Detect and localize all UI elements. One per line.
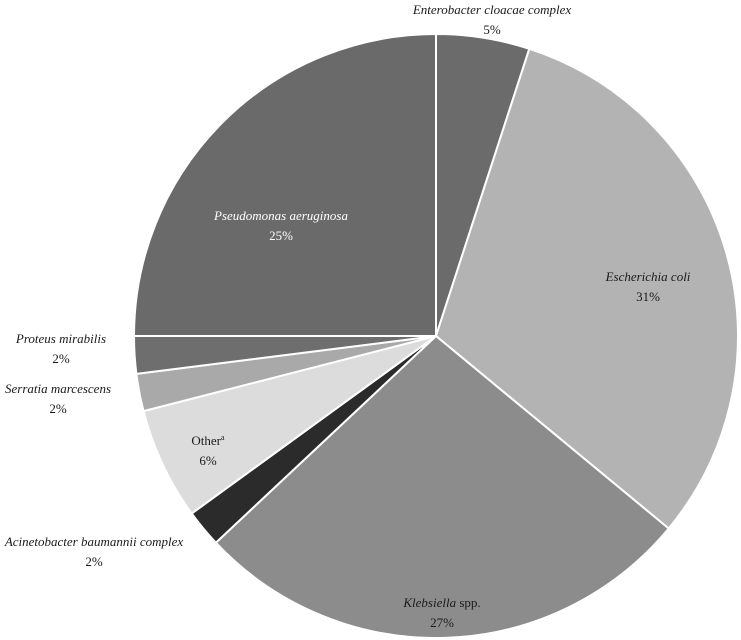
slice-name-label: Proteus mirabilis xyxy=(15,331,106,346)
slice-name-label: Acinetobacter baumannii complex xyxy=(4,534,184,549)
slice-percent-label: 31% xyxy=(636,289,660,304)
slice-name-italic: Enterobacter cloacae complex xyxy=(412,2,572,17)
slice-percent-label: 2% xyxy=(85,554,103,569)
slice-percent-label: 25% xyxy=(269,228,293,243)
pie-slice-escherichia-coli xyxy=(434,47,739,530)
slice-name-label: Pseudomonas aeruginosa xyxy=(213,208,348,223)
slice-name-label: Klebsiella spp. xyxy=(402,595,480,610)
slice-name-superscript: a xyxy=(221,433,225,442)
slice-name-label: Enterobacter cloacae complex xyxy=(412,2,572,17)
slice-percent-label: 5% xyxy=(483,22,501,37)
slice-percent-label: 6% xyxy=(199,453,217,468)
slice-name-roman: spp. xyxy=(456,595,481,610)
slice-name-italic: Serratia marcescens xyxy=(5,381,111,396)
slice-name-roman: Other xyxy=(191,433,221,448)
slice-name-italic: Pseudomonas aeruginosa xyxy=(213,208,348,223)
slice-name-label: Othera xyxy=(191,433,225,448)
pie-slices xyxy=(132,32,739,639)
slice-name-label: Serratia marcescens xyxy=(5,381,111,396)
pie-slice-pseudomonas-aeruginosa xyxy=(132,32,437,337)
slice-percent-label: 2% xyxy=(49,401,67,416)
pie-slice-klebsiella-spp xyxy=(214,334,671,639)
slice-name-italic: Escherichia coli xyxy=(605,269,691,284)
slice-name-italic: Klebsiella xyxy=(402,595,456,610)
slice-name-italic: Proteus mirabilis xyxy=(15,331,106,346)
slice-name-label: Escherichia coli xyxy=(605,269,691,284)
slice-name-italic: Acinetobacter baumannii complex xyxy=(4,534,184,549)
pie-labels: Enterobacter cloacae complex 5% Escherichi… xyxy=(4,2,691,630)
slice-percent-label: 2% xyxy=(52,351,70,366)
slice-percent-label: 27% xyxy=(430,615,454,630)
